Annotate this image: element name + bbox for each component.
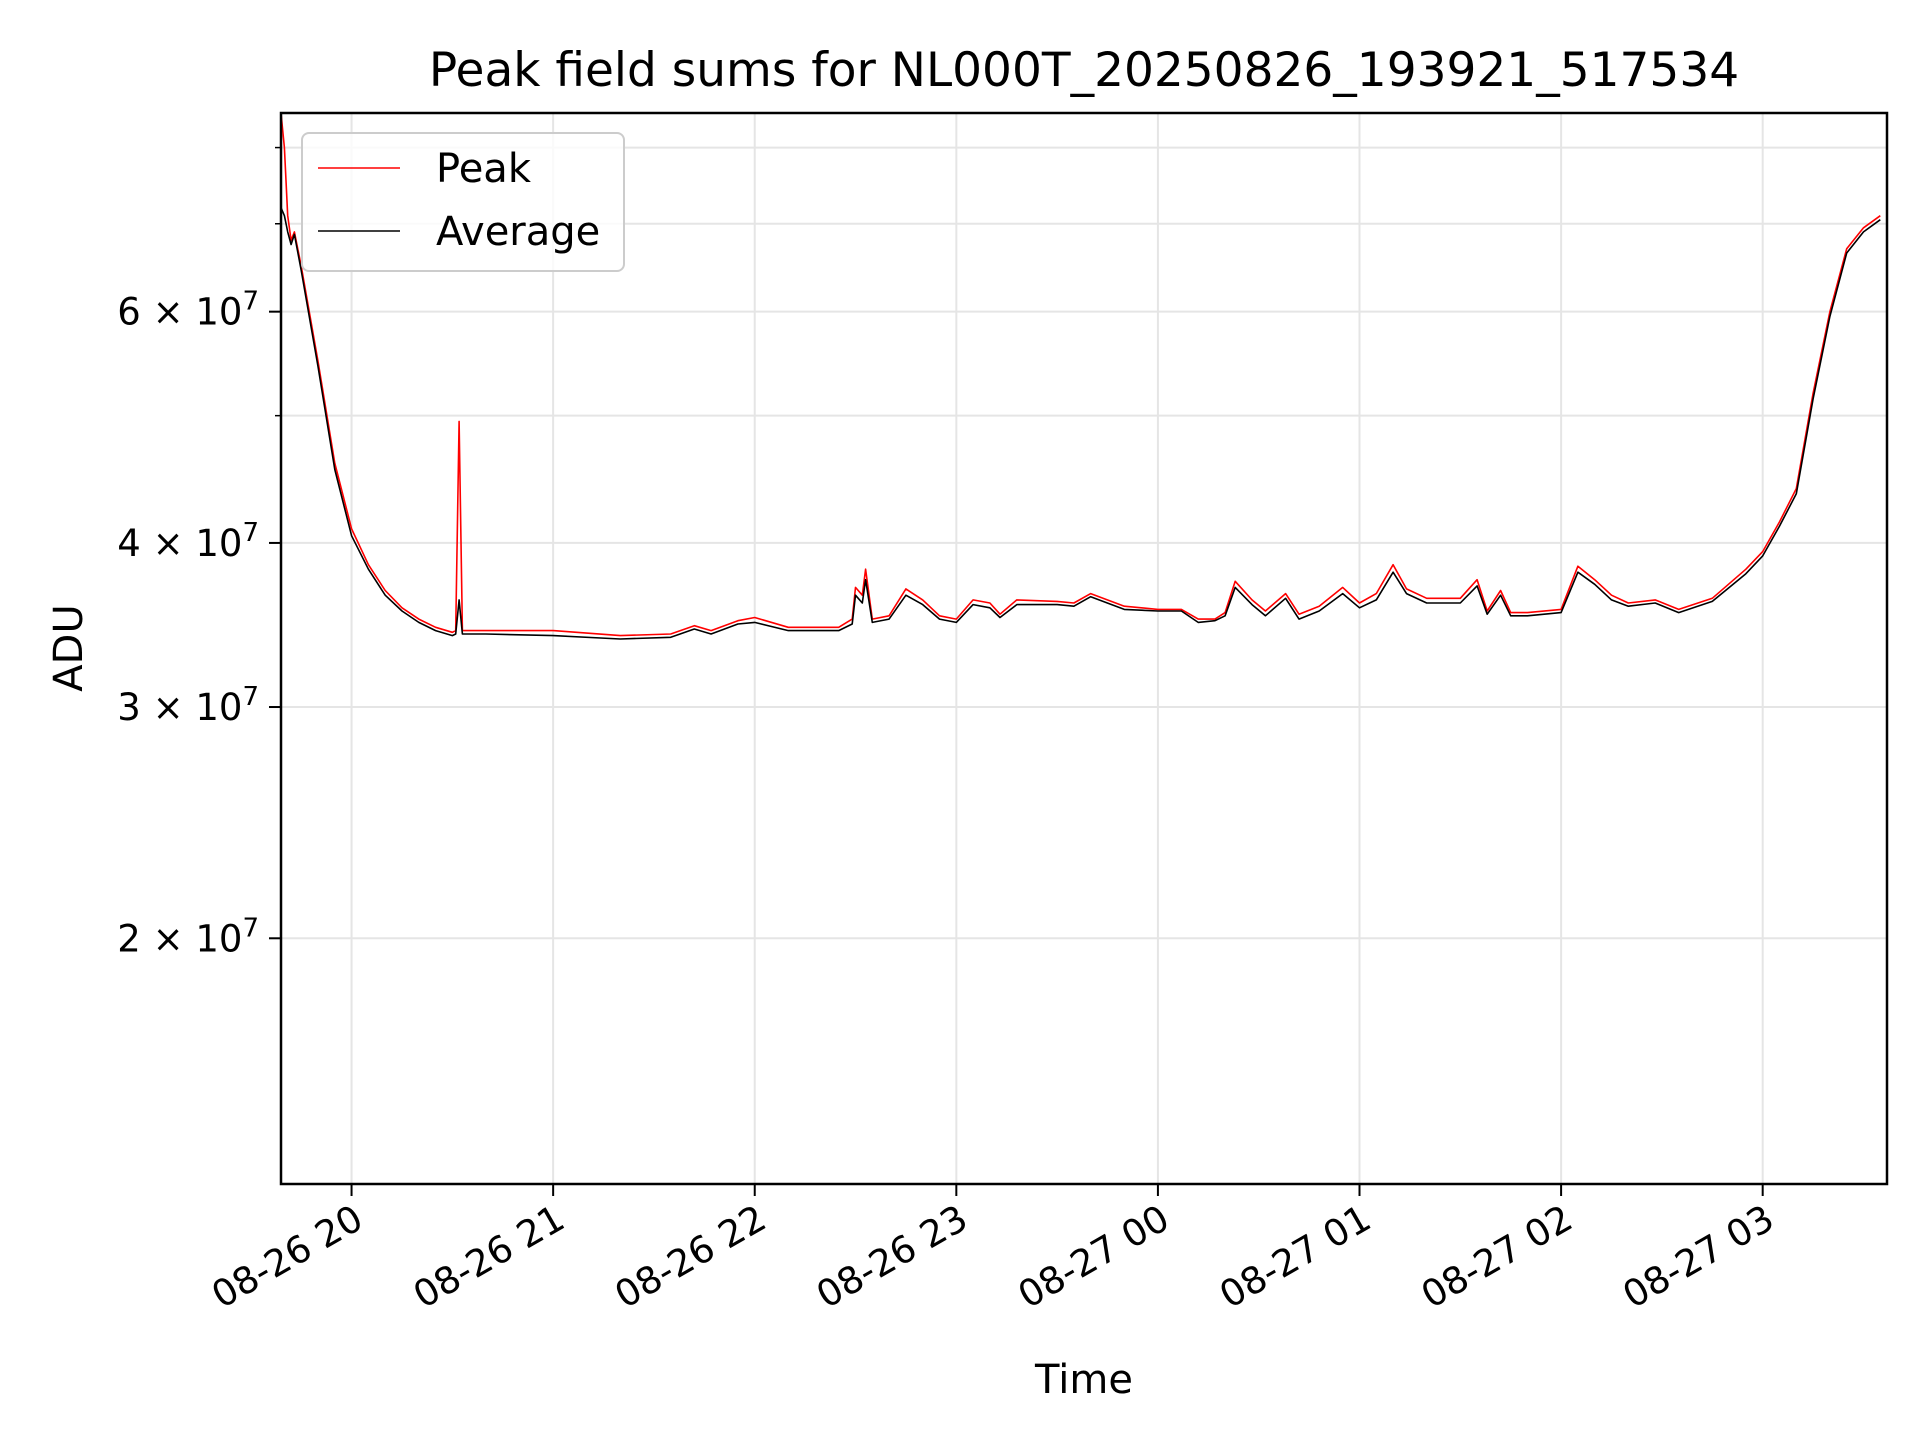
plot-frame — [279, 111, 1889, 1186]
legend: Peak Average — [301, 132, 625, 272]
y-tick-mantissa: 2 — [117, 917, 141, 960]
y-tick-label: 2 × 107 — [117, 913, 259, 960]
y-tick-times: × 10 — [141, 291, 243, 334]
y-tick-exponent: 7 — [242, 518, 259, 548]
y-tick-mantissa: 4 — [117, 522, 141, 565]
y-tick-times: × 10 — [141, 686, 243, 729]
y-tick-label: 3 × 107 — [117, 682, 259, 729]
y-tick-exponent: 7 — [242, 287, 259, 317]
y-tick-times: × 10 — [141, 522, 243, 565]
y-axis-label: ADU — [46, 604, 92, 691]
data-series — [280, 112, 1881, 640]
y-tick-mantissa: 6 — [117, 291, 141, 334]
legend-label-peak: Peak — [436, 146, 532, 192]
series-line-peak — [280, 112, 1881, 637]
y-tick-mantissa: 3 — [117, 686, 141, 729]
grid-lines — [281, 113, 1887, 1184]
series-line-average — [280, 207, 1881, 640]
chart-title: Peak field sums for NL000T_20250826_1939… — [429, 43, 1739, 98]
y-tick-exponent: 7 — [242, 913, 259, 943]
y-tick-label: 4 × 107 — [117, 518, 259, 565]
legend-label-average: Average — [436, 209, 600, 255]
x-axis-label: Time — [1034, 1357, 1133, 1403]
y-tick-label: 6 × 107 — [117, 287, 259, 334]
y-tick-times: × 10 — [141, 917, 243, 960]
y-tick-exponent: 7 — [242, 682, 259, 712]
